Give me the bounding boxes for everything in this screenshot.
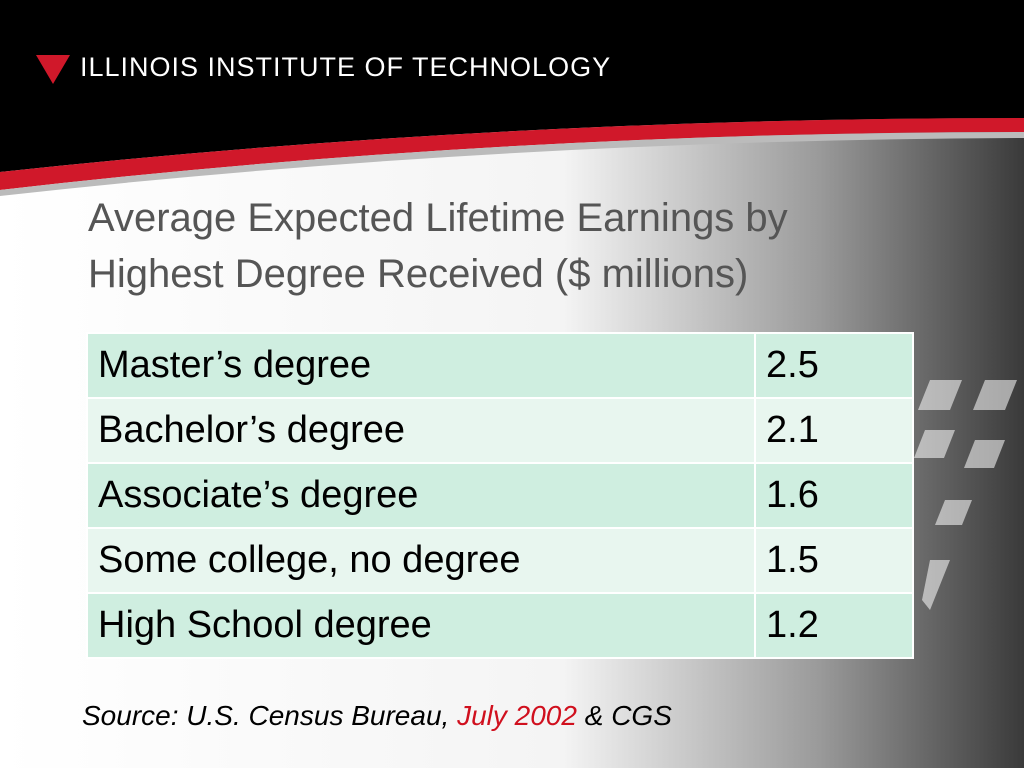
table-row: High School degree 1.2 xyxy=(86,592,914,659)
degree-cell: Associate’s degree xyxy=(86,462,756,529)
value-cell: 1.2 xyxy=(754,592,914,659)
slide-title: Average Expected Lifetime Earnings by Hi… xyxy=(88,196,788,296)
table-row: Associate’s degree 1.6 xyxy=(86,462,914,529)
degree-cell: Some college, no degree xyxy=(86,527,756,594)
source-extra: & CGS xyxy=(584,700,672,731)
source-date: July 2002 xyxy=(457,700,577,731)
value-cell: 1.5 xyxy=(754,527,914,594)
degree-cell: Master’s degree xyxy=(86,332,756,399)
value-cell: 2.5 xyxy=(754,332,914,399)
degree-cell: High School degree xyxy=(86,592,756,659)
table-row: Bachelor’s degree 2.1 xyxy=(86,397,914,464)
table-row: Some college, no degree 1.5 xyxy=(86,527,914,594)
source-text: Source: U.S. Census Bureau, xyxy=(82,700,450,731)
value-cell: 1.6 xyxy=(754,462,914,529)
value-cell: 2.1 xyxy=(754,397,914,464)
table-row: Master’s degree 2.5 xyxy=(86,332,914,399)
earnings-table: Master’s degree 2.5 Bachelor’s degree 2.1 As… xyxy=(86,332,914,659)
brand: ILLINOIS INSTITUTE OF TECHNOLOGY xyxy=(80,52,612,82)
degree-cell: Bachelor’s degree xyxy=(86,397,756,464)
source: Source: U.S. Census Bureau, July 2002 & … xyxy=(82,700,672,732)
